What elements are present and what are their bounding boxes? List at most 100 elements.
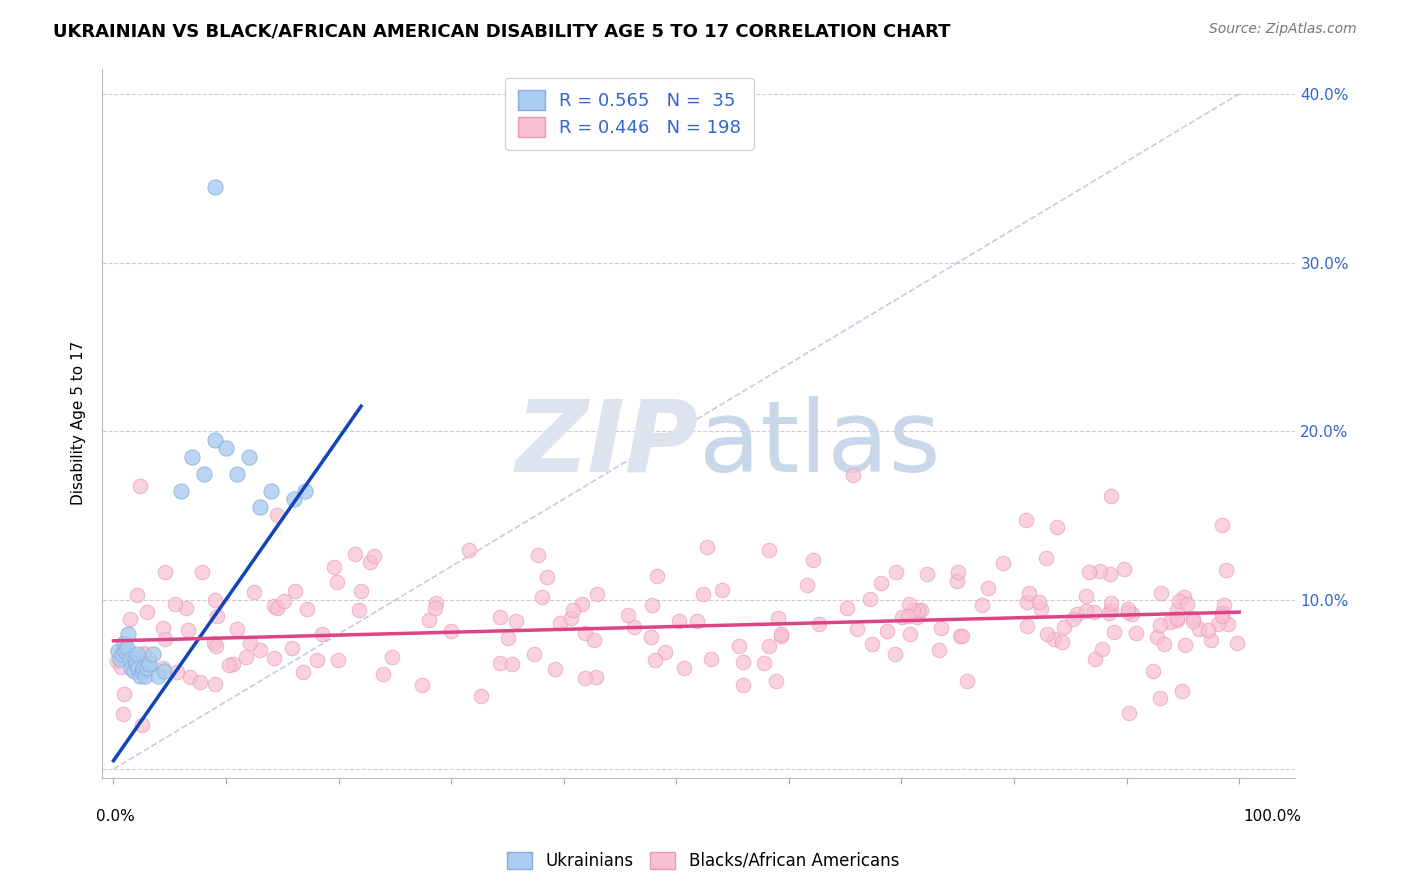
Ukrainians bbox=[142, 648, 165, 662]
Blacks/African Americans bbox=[842, 468, 865, 483]
Blacks/African Americans bbox=[700, 651, 723, 665]
Blacks/African Americans bbox=[1099, 597, 1122, 611]
Blacks/African Americans bbox=[328, 653, 350, 667]
Ukrainians bbox=[204, 179, 226, 194]
Blacks/African Americans bbox=[1035, 550, 1057, 565]
Blacks/African Americans bbox=[731, 678, 754, 692]
Blacks/African Americans bbox=[205, 639, 228, 653]
Blacks/African Americans bbox=[297, 602, 319, 616]
Blacks/African Americans bbox=[1074, 604, 1097, 618]
Blacks/African Americans bbox=[523, 648, 546, 662]
Blacks/African Americans bbox=[457, 542, 479, 557]
Blacks/African Americans bbox=[950, 629, 973, 643]
Blacks/African Americans bbox=[574, 671, 596, 685]
Blacks/African Americans bbox=[496, 631, 519, 645]
Ukrainians bbox=[131, 664, 153, 678]
Blacks/African Americans bbox=[623, 619, 645, 633]
Blacks/African Americans bbox=[884, 648, 907, 662]
Blacks/African Americans bbox=[176, 601, 198, 615]
Blacks/African Americans bbox=[696, 540, 718, 554]
Blacks/African Americans bbox=[548, 616, 571, 631]
Ukrainians bbox=[122, 664, 145, 678]
Blacks/African Americans bbox=[574, 625, 596, 640]
Blacks/African Americans bbox=[263, 651, 285, 665]
Blacks/African Americans bbox=[544, 662, 567, 676]
Blacks/African Americans bbox=[585, 670, 607, 684]
Blacks/African Americans bbox=[266, 508, 288, 523]
Blacks/African Americans bbox=[292, 665, 315, 680]
Blacks/African Americans bbox=[1211, 518, 1233, 533]
Blacks/African Americans bbox=[654, 645, 676, 659]
Blacks/African Americans bbox=[1171, 684, 1194, 698]
Blacks/African Americans bbox=[949, 629, 972, 643]
Text: UKRAINIAN VS BLACK/AFRICAN AMERICAN DISABILITY AGE 5 TO 17 CORRELATION CHART: UKRAINIAN VS BLACK/AFRICAN AMERICAN DISA… bbox=[53, 22, 950, 40]
Blacks/African Americans bbox=[766, 611, 789, 625]
Ukrainians bbox=[215, 442, 238, 456]
Blacks/African Americans bbox=[1175, 597, 1198, 611]
Blacks/African Americans bbox=[1066, 607, 1088, 621]
Blacks/African Americans bbox=[928, 643, 950, 657]
Blacks/African Americans bbox=[1168, 594, 1191, 608]
Blacks/African Americans bbox=[668, 614, 690, 628]
Blacks/African Americans bbox=[235, 649, 257, 664]
Ukrainians bbox=[249, 500, 271, 515]
Blacks/African Americans bbox=[915, 566, 938, 581]
Blacks/African Americans bbox=[685, 614, 707, 628]
Ukrainians bbox=[125, 657, 148, 672]
Ukrainians bbox=[170, 483, 193, 498]
Blacks/African Americans bbox=[754, 656, 776, 670]
Blacks/African Americans bbox=[758, 542, 780, 557]
Blacks/African Americans bbox=[439, 624, 461, 639]
Blacks/African Americans bbox=[165, 597, 187, 611]
Blacks/African Americans bbox=[1211, 609, 1233, 624]
Blacks/African Americans bbox=[1150, 585, 1173, 599]
Blacks/African Americans bbox=[350, 584, 373, 599]
Blacks/African Americans bbox=[1146, 630, 1168, 644]
Blacks/African Americans bbox=[202, 635, 225, 649]
Blacks/African Americans bbox=[326, 574, 349, 589]
Ukrainians bbox=[134, 669, 156, 683]
Blacks/African Americans bbox=[1116, 602, 1139, 616]
Blacks/African Americans bbox=[131, 718, 153, 732]
Blacks/African Americans bbox=[1099, 489, 1122, 503]
Blacks/African Americans bbox=[418, 613, 440, 627]
Blacks/African Americans bbox=[641, 599, 664, 613]
Blacks/African Americans bbox=[153, 566, 176, 580]
Blacks/African Americans bbox=[1212, 598, 1234, 612]
Blacks/African Americans bbox=[501, 657, 523, 671]
Ukrainians bbox=[294, 483, 316, 498]
Ukrainians bbox=[110, 652, 132, 666]
Ukrainians bbox=[115, 640, 138, 655]
Blacks/African Americans bbox=[977, 581, 1000, 595]
Blacks/African Americans bbox=[1201, 633, 1223, 648]
Blacks/African Americans bbox=[1142, 665, 1164, 679]
Blacks/African Americans bbox=[946, 574, 969, 588]
Blacks/African Americans bbox=[1218, 617, 1240, 632]
Blacks/African Americans bbox=[305, 653, 328, 667]
Blacks/African Americans bbox=[1017, 595, 1039, 609]
Blacks/African Americans bbox=[728, 639, 751, 653]
Blacks/African Americans bbox=[876, 624, 898, 639]
Ukrainians bbox=[138, 657, 160, 672]
Blacks/African Americans bbox=[152, 661, 174, 675]
Blacks/African Americans bbox=[344, 547, 367, 561]
Blacks/African Americans bbox=[886, 565, 908, 579]
Blacks/African Americans bbox=[243, 585, 266, 599]
Blacks/African Americans bbox=[1015, 619, 1038, 633]
Blacks/African Americans bbox=[859, 591, 882, 606]
Legend: R = 0.565   N =  35, R = 0.446   N = 198: R = 0.565 N = 35, R = 0.446 N = 198 bbox=[505, 78, 754, 150]
Blacks/African Americans bbox=[125, 588, 148, 602]
Blacks/African Americans bbox=[179, 670, 201, 684]
Blacks/African Americans bbox=[803, 552, 825, 566]
Blacks/African Americans bbox=[1208, 616, 1230, 631]
Blacks/African Americans bbox=[489, 656, 512, 670]
Blacks/African Americans bbox=[110, 660, 132, 674]
Blacks/African Americans bbox=[1050, 634, 1073, 648]
Blacks/African Americans bbox=[758, 640, 780, 654]
Blacks/African Americans bbox=[425, 596, 447, 610]
Blacks/African Americans bbox=[1078, 565, 1101, 579]
Ukrainians bbox=[238, 450, 260, 464]
Legend: Ukrainians, Blacks/African Americans: Ukrainians, Blacks/African Americans bbox=[501, 845, 905, 877]
Blacks/African Americans bbox=[1125, 626, 1147, 640]
Blacks/African Americans bbox=[845, 622, 868, 636]
